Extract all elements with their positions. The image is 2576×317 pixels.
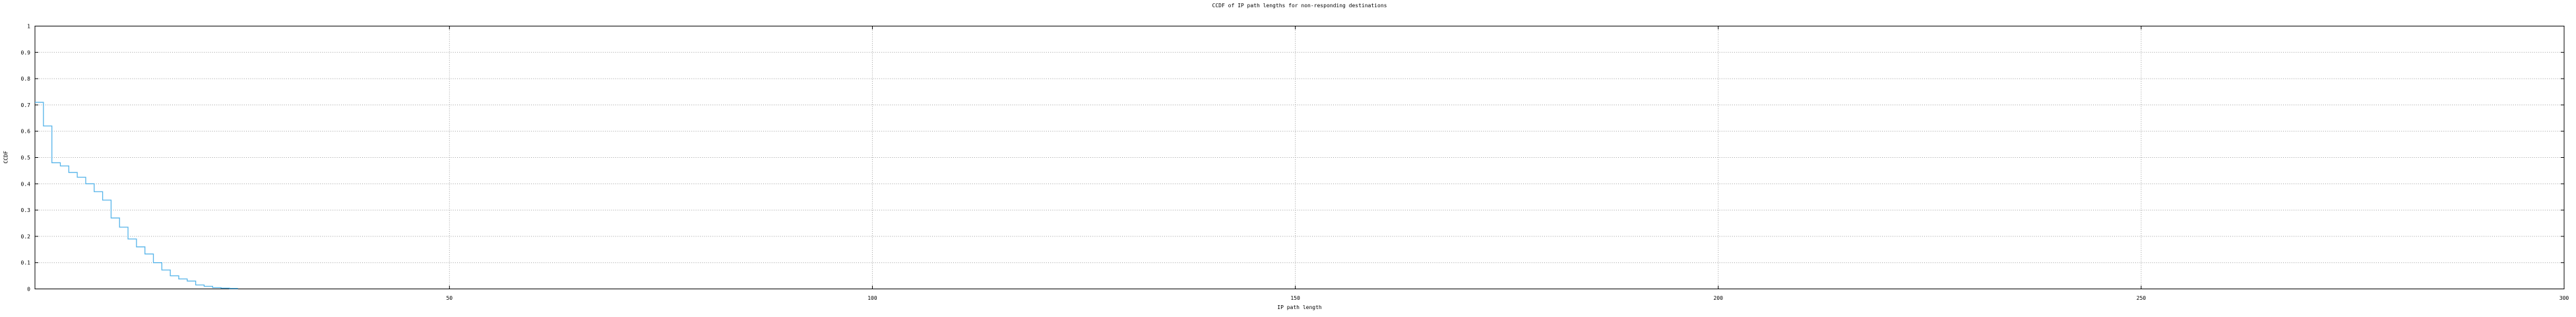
- y-tick-label: 0.3: [21, 207, 31, 213]
- x-axis-label: IP path length: [1277, 304, 1322, 310]
- y-tick-label: 1: [27, 24, 30, 30]
- x-tick-label: 300: [2560, 295, 2569, 301]
- y-tick-label: 0.7: [21, 102, 31, 108]
- y-tick-label: 0.4: [21, 181, 31, 187]
- x-tick-label: 250: [2137, 295, 2147, 301]
- y-tick-label: 0: [27, 287, 30, 293]
- x-tick-label: 50: [446, 295, 453, 301]
- y-tick-label: 0.9: [21, 50, 31, 55]
- x-tick-label: 200: [1713, 295, 1723, 301]
- y-tick-label: 0.1: [21, 260, 31, 266]
- ccdf-curve: [35, 102, 238, 289]
- y-tick-label: 0.8: [21, 76, 31, 82]
- y-tick-label: 0.6: [21, 129, 31, 135]
- x-tick-label: 100: [867, 295, 877, 301]
- y-tick-label: 0.2: [21, 234, 31, 240]
- chart-title: CCDF of IP path lengths for non-respondi…: [1212, 3, 1387, 9]
- y-tick-label: 0.5: [21, 155, 31, 161]
- y-axis-label: CCDF: [3, 151, 9, 164]
- x-tick-label: 150: [1290, 295, 1300, 301]
